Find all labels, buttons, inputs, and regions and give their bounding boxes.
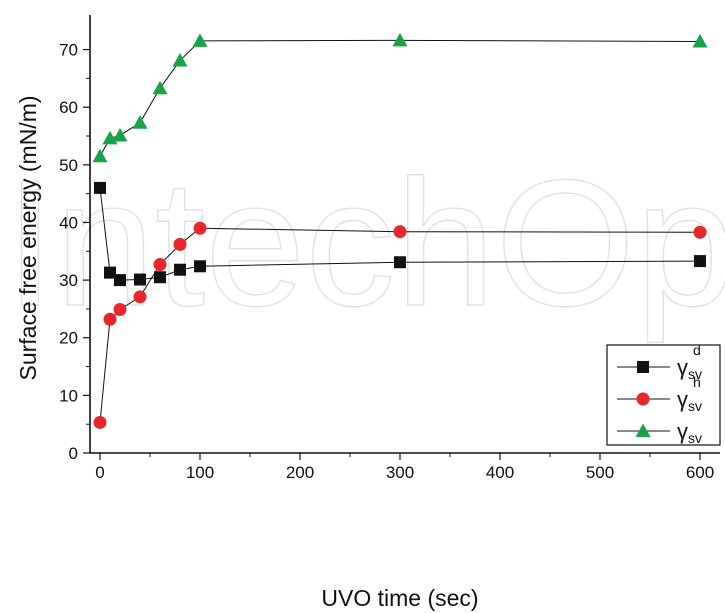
legend-box (606, 344, 721, 446)
y-tick-label: 70 (59, 41, 78, 60)
y-tick-label: 60 (59, 98, 78, 117)
series-markers (92, 32, 708, 429)
series-3-point (112, 127, 128, 142)
series-3-line (99, 39, 701, 157)
y-tick-label: 20 (59, 329, 78, 348)
series-1-point (104, 266, 116, 279)
series-1-point (194, 260, 206, 273)
series-3-point (192, 33, 208, 47)
x-axis-label: UVO time (sec) (321, 585, 478, 611)
legend-marker (635, 423, 651, 437)
x-tick-label: 100 (186, 463, 214, 482)
y-tick-label: 30 (59, 271, 78, 290)
x-tick-label: 600 (686, 463, 714, 482)
series-3-point (132, 115, 148, 129)
legend-subscript: sv (688, 430, 702, 446)
series-2-point (133, 290, 147, 304)
series-3-point (92, 148, 108, 163)
x-tick-label: 300 (386, 463, 414, 482)
series-2-point (693, 225, 707, 239)
y-tick-label: 50 (59, 156, 78, 175)
series-2-point (193, 221, 207, 235)
tick-labels: 0 100 200 300 400 500 600 0 10 20 30 40 50 60 70 (59, 41, 714, 482)
legend-subscript: sv (688, 398, 702, 414)
series-2-point (153, 258, 167, 272)
series-2-point (93, 415, 107, 429)
x-tick-label: 400 (486, 463, 514, 482)
series-3-point (692, 34, 708, 48)
legend-superscript: d (693, 342, 701, 358)
series-1-point (174, 263, 186, 276)
series-2-point (103, 312, 117, 326)
series-1-point (394, 256, 406, 269)
series-1-point (694, 255, 706, 268)
y-tick-label: 0 (69, 444, 78, 463)
series-1-point (134, 273, 146, 286)
y-tick-label: 10 (59, 386, 78, 405)
x-tick-label: 200 (286, 463, 314, 482)
y-axis-label: Surface free energy (mN/m) (15, 95, 41, 380)
legend-marker (636, 392, 650, 406)
series-2-point (113, 302, 127, 316)
series-1-point (94, 181, 106, 194)
series-1-point (114, 274, 126, 287)
series-2-point (173, 237, 187, 251)
legend-superscript: h (693, 374, 701, 390)
series-3-point (152, 80, 168, 95)
legend-marker (637, 361, 649, 373)
series-1-point (154, 271, 166, 284)
x-tick-label: 0 (95, 463, 104, 482)
x-tick-label: 500 (586, 463, 614, 482)
y-tick-label: 40 (59, 213, 78, 232)
series-3-point (172, 53, 188, 67)
axes (83, 15, 720, 460)
legend-subscript: sv (688, 366, 702, 382)
series-3-point (392, 32, 408, 47)
series-2-point (393, 225, 407, 239)
